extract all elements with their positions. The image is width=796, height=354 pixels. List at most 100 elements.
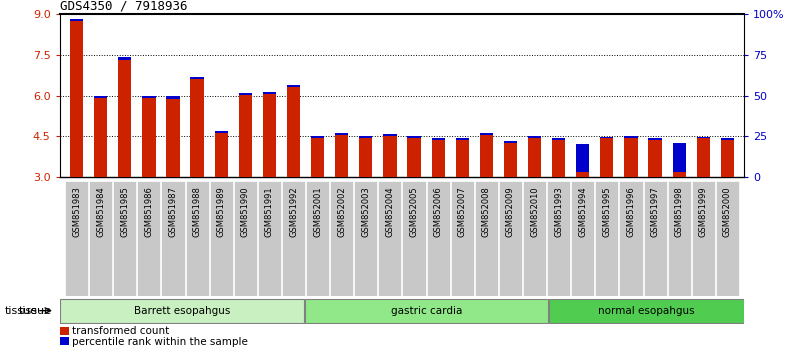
Text: GSM851988: GSM851988 [193,186,201,237]
Text: GSM851996: GSM851996 [626,186,635,237]
Bar [138,181,161,296]
Bar [359,136,373,138]
Bar [431,139,445,177]
Bar [455,138,469,141]
Bar [403,181,426,296]
Bar [624,136,638,138]
Bar [166,99,180,177]
Text: transformed count: transformed count [72,326,170,336]
Bar [60,299,304,322]
Bar [552,139,565,177]
Text: GSM851990: GSM851990 [241,186,250,237]
Text: Barrett esopahgus: Barrett esopahgus [134,306,230,316]
Bar [234,181,257,296]
Text: GSM851993: GSM851993 [554,186,563,237]
Bar [720,138,734,141]
Bar [166,96,180,99]
Bar [600,138,614,177]
Text: GSM852006: GSM852006 [434,186,443,237]
Text: GSM851989: GSM851989 [217,186,226,237]
Bar [528,136,541,138]
Bar [263,94,276,177]
Bar [552,138,565,139]
Bar [190,79,204,177]
Bar [311,136,324,138]
Bar [649,138,661,139]
Text: percentile rank within the sample: percentile rank within the sample [72,337,248,347]
Bar [65,181,88,296]
Bar [696,138,710,177]
Text: GSM852010: GSM852010 [530,186,539,237]
Text: GSM851999: GSM851999 [699,186,708,237]
Text: GSM851994: GSM851994 [578,186,587,237]
Bar [113,181,136,296]
Bar [118,60,131,177]
Bar [547,181,570,296]
Bar [576,172,589,177]
Bar [142,96,155,98]
Bar [528,138,541,177]
Bar [451,181,474,296]
Bar [282,181,305,296]
Text: GSM852009: GSM852009 [506,186,515,237]
Bar [142,98,155,177]
Bar [619,181,642,296]
Bar [696,137,710,138]
Bar [378,181,401,296]
Bar [162,181,185,296]
Bar [480,133,493,135]
Text: GSM851984: GSM851984 [96,186,105,237]
Bar [94,98,107,177]
Text: GDS4350 / 7918936: GDS4350 / 7918936 [60,0,187,13]
Text: GSM852003: GSM852003 [361,186,370,237]
Text: tissue: tissue [5,306,37,316]
Text: GSM851985: GSM851985 [120,186,129,237]
Bar [455,141,469,177]
Bar [504,141,517,143]
Text: gastric cardia: gastric cardia [391,306,462,316]
Text: GSM851997: GSM851997 [650,186,660,237]
Bar [720,141,734,177]
Text: GSM852007: GSM852007 [458,186,466,237]
Text: GSM851998: GSM851998 [675,186,684,237]
Text: normal esopahgus: normal esopahgus [598,306,695,316]
Bar [431,138,445,139]
Text: GSM852000: GSM852000 [723,186,732,237]
Bar [94,96,107,98]
Bar [118,57,131,60]
Bar [504,143,517,177]
Bar [89,181,112,296]
Bar [239,95,252,177]
Bar [209,181,232,296]
Text: GSM851991: GSM851991 [265,186,274,237]
Text: GSM852004: GSM852004 [385,186,395,237]
Bar [70,19,84,21]
Bar [306,181,330,296]
Bar [263,92,276,94]
Bar [692,181,715,296]
Bar [305,299,548,322]
Text: tissue: tissue [19,306,52,316]
Bar [330,181,353,296]
Bar [576,144,589,172]
Bar [668,181,691,296]
Text: GSM852002: GSM852002 [338,186,346,237]
Text: GSM851986: GSM851986 [144,186,154,237]
Bar [215,133,228,177]
Text: GSM851992: GSM851992 [289,186,298,237]
Bar [523,181,546,296]
Bar [239,93,252,95]
Text: GSM851995: GSM851995 [603,186,611,237]
Bar [384,136,396,177]
Bar [624,138,638,177]
Text: GSM852005: GSM852005 [409,186,419,237]
Text: GSM851983: GSM851983 [72,186,81,237]
Bar [311,138,324,177]
Bar [673,143,686,172]
Bar [474,181,498,296]
Bar [499,181,522,296]
Bar [480,135,493,177]
Bar [258,181,281,296]
Text: GSM852001: GSM852001 [313,186,322,237]
Bar [427,181,450,296]
